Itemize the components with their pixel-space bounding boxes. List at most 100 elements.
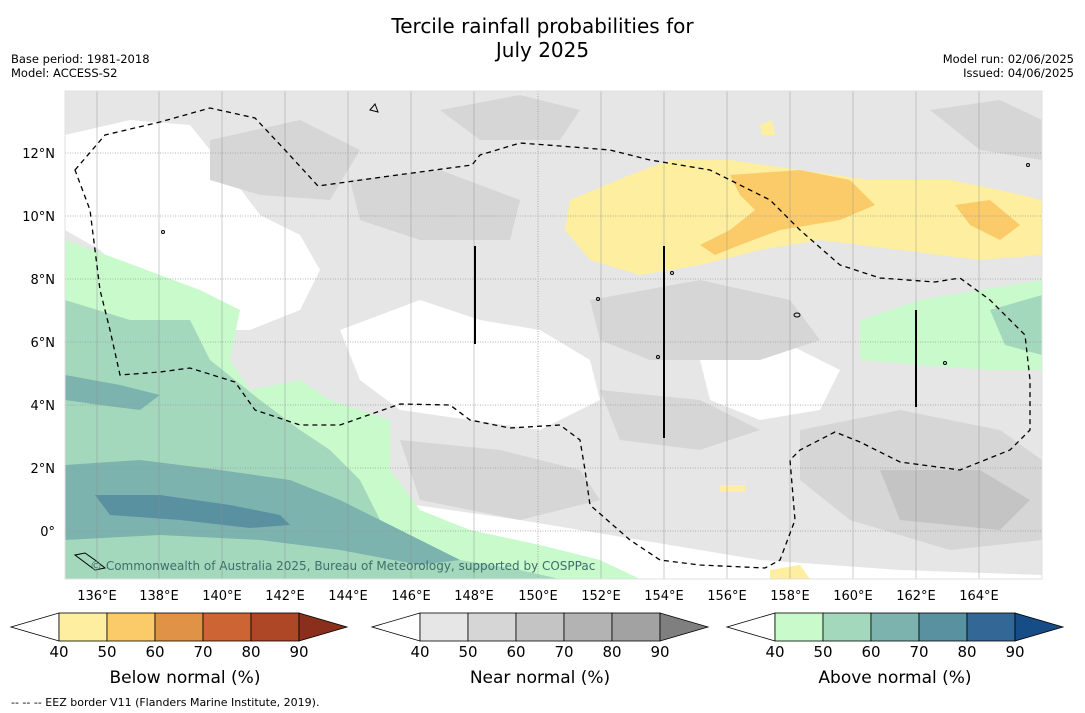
map-meridians bbox=[96, 91, 980, 579]
colorbar-tick-label: 80 bbox=[957, 643, 977, 661]
lon-label: 150°E bbox=[518, 589, 558, 604]
map-gridlines bbox=[65, 91, 1042, 579]
colorbar-tick-label: 90 bbox=[289, 643, 309, 661]
colorbar-arrow-left bbox=[725, 612, 776, 642]
colorbar-tick-label: 70 bbox=[554, 643, 574, 661]
above-normal-80-area bbox=[95, 495, 290, 528]
map-title-line1: Tercile rainfall probabilities for bbox=[391, 14, 694, 38]
lon-label: 152°E bbox=[581, 589, 621, 604]
lat-label: 0° bbox=[40, 525, 55, 540]
lon-label: 146°E bbox=[391, 589, 431, 604]
lon-label: 162°E bbox=[896, 589, 936, 604]
lat-label: 12°N bbox=[22, 147, 55, 162]
colorbar-tick-label: 50 bbox=[97, 643, 117, 661]
white-region bbox=[340, 300, 600, 430]
issued-date: Issued: 04/06/2025 bbox=[963, 66, 1074, 80]
colorbar-arrow-right bbox=[1014, 612, 1065, 642]
above-normal-50-area bbox=[860, 280, 1042, 370]
model-run-date: Model run: 02/06/2025 bbox=[942, 52, 1074, 66]
near-normal-60-patch bbox=[880, 470, 1030, 530]
below-normal-50-area bbox=[760, 120, 775, 135]
colorbar-segment bbox=[467, 612, 517, 642]
below-normal-50-area bbox=[720, 485, 745, 492]
lon-label: 136°E bbox=[77, 589, 117, 604]
lon-label: 164°E bbox=[959, 589, 999, 604]
near-normal-50-patch bbox=[930, 100, 1042, 160]
colorbar-tick-label: 50 bbox=[813, 643, 833, 661]
lon-label: 160°E bbox=[833, 589, 873, 604]
below-normal-60-area bbox=[700, 170, 875, 255]
map-frame bbox=[64, 90, 1043, 580]
colorbar-segment bbox=[870, 612, 920, 642]
lon-label: 156°E bbox=[707, 589, 747, 604]
model-name: Model: ACCESS-S2 bbox=[11, 66, 118, 80]
colorbar-segment bbox=[202, 612, 252, 642]
above-normal-60-area bbox=[990, 295, 1042, 355]
colorbar-arrow-right bbox=[298, 612, 349, 642]
base-period: Base period: 1981-2018 bbox=[11, 52, 150, 66]
colorbar-segment bbox=[822, 612, 872, 642]
colorbars bbox=[9, 612, 1065, 642]
colorbar-tick-label: 70 bbox=[909, 643, 929, 661]
colorbar-tick-label: 60 bbox=[145, 643, 165, 661]
below-normal-60-area bbox=[955, 200, 1020, 240]
colorbar-segment bbox=[774, 612, 824, 642]
colorbar-tick-label: 50 bbox=[458, 643, 478, 661]
near-normal-50-patch bbox=[350, 170, 520, 240]
lat-label: 2°N bbox=[31, 462, 56, 477]
colorbar-title-above: Above normal (%) bbox=[818, 668, 972, 688]
colorbar-segment bbox=[966, 612, 1016, 642]
footnote-eez: -- -- -- EEZ border V11 (Flanders Marine… bbox=[11, 696, 320, 709]
lat-label: 8°N bbox=[31, 273, 56, 288]
above-normal-70-area bbox=[65, 375, 160, 410]
lon-label: 148°E bbox=[454, 589, 494, 604]
lon-label: 158°E bbox=[770, 589, 810, 604]
colorbar-segment bbox=[250, 612, 300, 642]
colorbar-tick-label: 40 bbox=[410, 643, 430, 661]
colorbar-title-below: Below normal (%) bbox=[109, 668, 261, 688]
colorbar-arrow-left bbox=[370, 612, 421, 642]
colorbar-segment bbox=[563, 612, 613, 642]
colorbar-arrow-left bbox=[9, 612, 60, 642]
colorbar-arrow-right bbox=[659, 612, 710, 642]
lon-label: 140°E bbox=[202, 589, 242, 604]
lon-label: 142°E bbox=[265, 589, 305, 604]
colorbar-tick-label: 90 bbox=[650, 643, 670, 661]
lat-label: 6°N bbox=[31, 336, 56, 351]
meta-left: Base period: 1981-2018 Model: ACCESS-S2 bbox=[11, 52, 150, 80]
lat-label: 10°N bbox=[22, 210, 55, 225]
colorbar-segment bbox=[918, 612, 968, 642]
lon-label: 138°E bbox=[139, 589, 179, 604]
colorbar-tick-label: 90 bbox=[1005, 643, 1025, 661]
colorbar-title-near: Near normal (%) bbox=[469, 668, 611, 688]
latitude-labels: 12°N 10°N 8°N 6°N 4°N 2°N 0° bbox=[22, 147, 55, 540]
colorbar-segment bbox=[515, 612, 565, 642]
colorbar-segment bbox=[611, 612, 661, 642]
meta-right: Model run: 02/06/2025 Issued: 04/06/2025 bbox=[943, 52, 1074, 80]
colorbar-segment bbox=[58, 612, 108, 642]
colorbar-tick-label: 70 bbox=[193, 643, 213, 661]
colorbar-tick-label: 80 bbox=[602, 643, 622, 661]
colorbar-segment bbox=[419, 612, 469, 642]
colorbar-tick-label: 40 bbox=[765, 643, 785, 661]
lon-label: 144°E bbox=[328, 589, 368, 604]
near-normal-50-patch bbox=[400, 440, 600, 520]
colorbar-tick-label: 40 bbox=[49, 643, 69, 661]
colorbar-tick-label: 80 bbox=[241, 643, 261, 661]
lat-label: 4°N bbox=[31, 399, 56, 414]
colorbar-segment bbox=[106, 612, 156, 642]
colorbar-segment bbox=[154, 612, 204, 642]
eez-borders bbox=[74, 107, 1031, 569]
longitude-labels: 136°E 138°E 140°E 142°E 144°E 146°E 148°… bbox=[77, 589, 999, 604]
near-normal-50-patch bbox=[590, 280, 820, 360]
colorbar-tick-label: 60 bbox=[506, 643, 526, 661]
near-normal-50-patch bbox=[440, 95, 580, 140]
boundary-markers bbox=[474, 246, 917, 438]
map-field bbox=[65, 91, 1042, 579]
colorbar-tick-label: 60 bbox=[861, 643, 881, 661]
lon-label: 154°E bbox=[644, 589, 684, 604]
islands bbox=[73, 103, 1030, 571]
copyright-text: © Commonwealth of Australia 2025, Bureau… bbox=[90, 559, 595, 573]
map-title-line2: July 2025 bbox=[495, 38, 590, 62]
